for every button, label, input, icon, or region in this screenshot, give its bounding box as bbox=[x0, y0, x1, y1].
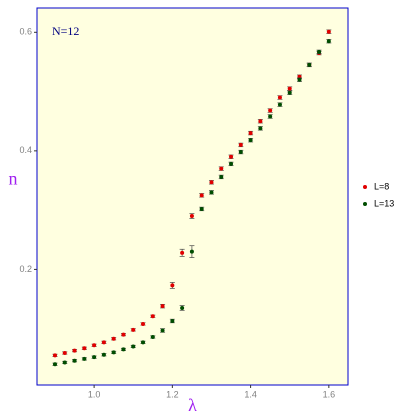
point bbox=[111, 336, 116, 341]
point bbox=[72, 358, 77, 363]
point bbox=[229, 161, 234, 166]
legend-marker bbox=[363, 202, 367, 206]
point bbox=[277, 102, 282, 107]
point bbox=[170, 283, 175, 288]
point bbox=[297, 77, 302, 82]
point bbox=[150, 334, 155, 339]
point bbox=[258, 119, 263, 124]
legend-label: L=8 bbox=[374, 181, 389, 191]
point bbox=[326, 39, 331, 44]
y-tick-label: 0.2 bbox=[19, 264, 32, 274]
x-axis-title: λ bbox=[188, 395, 197, 415]
point bbox=[92, 355, 97, 360]
y-tick-label: 0.4 bbox=[19, 145, 32, 155]
point bbox=[82, 356, 87, 361]
point bbox=[160, 304, 165, 309]
point bbox=[287, 86, 292, 91]
point bbox=[160, 328, 165, 333]
point bbox=[189, 249, 194, 254]
point bbox=[131, 344, 136, 349]
point bbox=[62, 360, 67, 365]
point bbox=[72, 348, 77, 353]
point bbox=[307, 62, 312, 67]
point bbox=[199, 193, 204, 198]
point bbox=[219, 174, 224, 179]
point bbox=[189, 214, 194, 219]
point bbox=[121, 332, 126, 337]
point bbox=[229, 154, 234, 159]
point bbox=[101, 352, 106, 357]
point bbox=[248, 131, 253, 136]
point bbox=[141, 321, 146, 326]
legend-label: L=13 bbox=[374, 198, 394, 208]
point bbox=[199, 206, 204, 211]
point bbox=[141, 340, 146, 345]
point bbox=[170, 318, 175, 323]
point bbox=[268, 114, 273, 119]
point bbox=[101, 340, 106, 345]
point bbox=[121, 347, 126, 352]
annotation: N=12 bbox=[52, 24, 79, 38]
x-tick-label: 1.0 bbox=[88, 389, 101, 399]
x-tick-label: 1.6 bbox=[323, 389, 336, 399]
point bbox=[82, 346, 87, 351]
point bbox=[287, 90, 292, 95]
x-tick-label: 1.4 bbox=[244, 389, 257, 399]
point bbox=[52, 362, 57, 367]
point bbox=[180, 305, 185, 310]
point bbox=[219, 166, 224, 171]
point bbox=[62, 350, 67, 355]
point bbox=[326, 29, 331, 34]
point bbox=[131, 327, 136, 332]
point bbox=[180, 250, 185, 255]
point bbox=[92, 343, 97, 348]
point bbox=[209, 180, 214, 185]
y-tick-label: 0.6 bbox=[19, 27, 32, 37]
legend-marker bbox=[363, 185, 367, 189]
point bbox=[111, 350, 116, 355]
point bbox=[150, 314, 155, 319]
plot-background bbox=[36, 7, 349, 386]
point bbox=[248, 138, 253, 143]
point bbox=[268, 108, 273, 113]
point bbox=[52, 353, 57, 358]
point bbox=[258, 126, 263, 131]
x-tick-label: 1.2 bbox=[166, 389, 179, 399]
point bbox=[317, 49, 322, 54]
y-axis-title: n bbox=[9, 169, 18, 189]
point bbox=[209, 190, 214, 195]
point bbox=[238, 142, 243, 147]
point bbox=[238, 150, 243, 155]
point bbox=[277, 95, 282, 100]
